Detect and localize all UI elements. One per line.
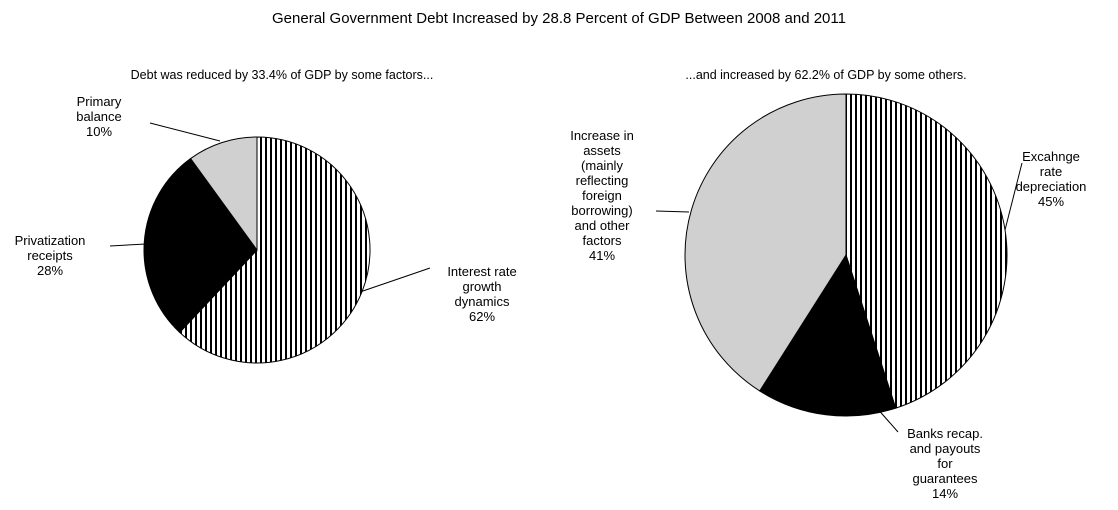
- leader-line: [359, 267, 431, 293]
- leader-line: [109, 243, 147, 247]
- slice-label: Interest rate growth dynamics 62%: [447, 264, 516, 324]
- leader-line: [149, 122, 221, 142]
- slice-label: Privatization receipts 28%: [15, 233, 86, 278]
- pie-slice: [759, 253, 897, 417]
- slice-label: Excahnge rate depreciation 45%: [1016, 149, 1087, 209]
- pie-slice: [143, 157, 258, 334]
- pie-slice: [189, 136, 258, 252]
- pie-chart-increased: ...and increased by 62.2% of GDP by some…: [570, 68, 1086, 501]
- pie-subtitle: Debt was reduced by 33.4% of GDP by some…: [131, 68, 434, 82]
- slice-label: Banks recap. and payouts for guarantees 14%: [907, 426, 983, 501]
- pie-chart-reduced: Debt was reduced by 33.4% of GDP by some…: [15, 68, 517, 364]
- chart-title: General Government Debt Increased by 28.…: [272, 10, 846, 27]
- leader-line: [1004, 162, 1023, 231]
- slice-label: Primary balance 10%: [76, 94, 122, 139]
- leader-line: [867, 397, 899, 433]
- slice-label: Increase in assets (mainly reflecting foreig…: [570, 128, 634, 263]
- pie-slice: [684, 93, 847, 392]
- pie-subtitle: ...and increased by 62.2% of GDP by some…: [685, 68, 966, 82]
- leader-line: [655, 210, 690, 213]
